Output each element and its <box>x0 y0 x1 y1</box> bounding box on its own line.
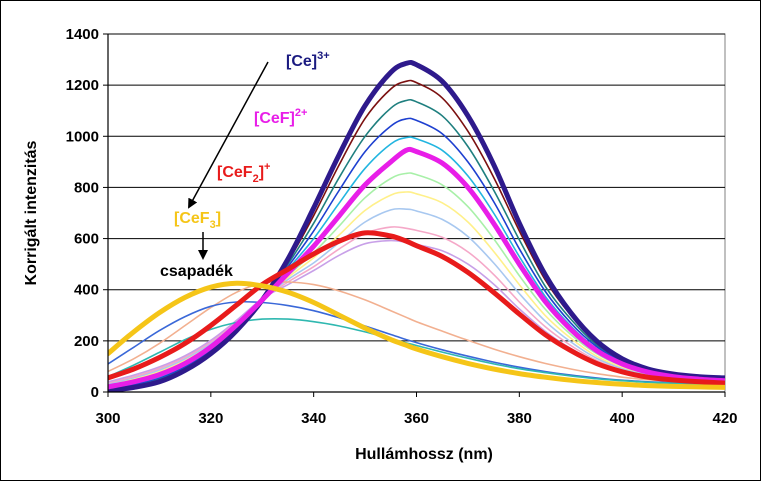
x-tick-label: 400 <box>610 410 635 427</box>
x-axis-title: Hullámhossz (nm) <box>355 446 493 463</box>
label-ce3-sup: 3+ <box>317 50 330 62</box>
arrow-main <box>188 61 269 209</box>
label-cef3-base2: ] <box>216 210 221 227</box>
y-axis-title: Korrigált intenzitás <box>23 140 40 285</box>
series-line-s9 <box>108 207 725 385</box>
x-tick-label: 320 <box>198 410 223 427</box>
label-cef2-base2: ] <box>259 164 264 181</box>
label-cef2-sub: 2 <box>253 173 259 185</box>
x-tick-label: 300 <box>95 410 120 427</box>
y-tick-label: 1200 <box>66 77 99 94</box>
series-line-cef-2 <box>108 146 725 390</box>
y-tick-label: 0 <box>91 384 99 401</box>
label-cef3: [CeF3] <box>174 210 221 231</box>
x-tick-label: 340 <box>301 410 326 427</box>
label-cef-sup: 2+ <box>295 107 308 119</box>
y-tick-label: 600 <box>74 231 99 248</box>
y-tick-label: 1000 <box>66 128 99 145</box>
label-precipitate: csapadék <box>160 263 233 280</box>
label-cef3-sub: 3 <box>210 219 216 231</box>
y-tick-label: 1400 <box>66 26 99 43</box>
x-tick-label: 360 <box>404 410 429 427</box>
series-line-ce-3 <box>108 59 725 392</box>
series-line-cef2 <box>108 230 725 386</box>
series-line-s15 <box>108 317 725 386</box>
series-line-cef3 <box>108 280 725 390</box>
x-tick-label: 420 <box>712 410 737 427</box>
label-cef-2plus: [CeF]2+ <box>254 107 307 127</box>
label-cef2-sup: + <box>264 161 270 173</box>
label-cef2-base1: [CeF <box>217 164 253 181</box>
y-tick-label: 800 <box>74 179 99 196</box>
label-cef2-plus: [CeF2]+ <box>217 161 270 185</box>
series-layer <box>108 59 725 392</box>
axes: 0 200 400 600 800 1000 1200 1400 300 320 340 360 380… <box>66 26 738 427</box>
y-tick-label: 400 <box>74 282 99 299</box>
label-cef3-base1: [CeF <box>174 210 210 227</box>
y-tick-label: 200 <box>74 333 99 350</box>
label-ce3: [Ce]3+ <box>286 50 330 70</box>
x-tick-label: 380 <box>507 410 532 427</box>
label-ce3-base: [Ce] <box>286 53 317 70</box>
plot-area <box>107 33 726 393</box>
label-cef-base: [CeF] <box>254 110 295 127</box>
